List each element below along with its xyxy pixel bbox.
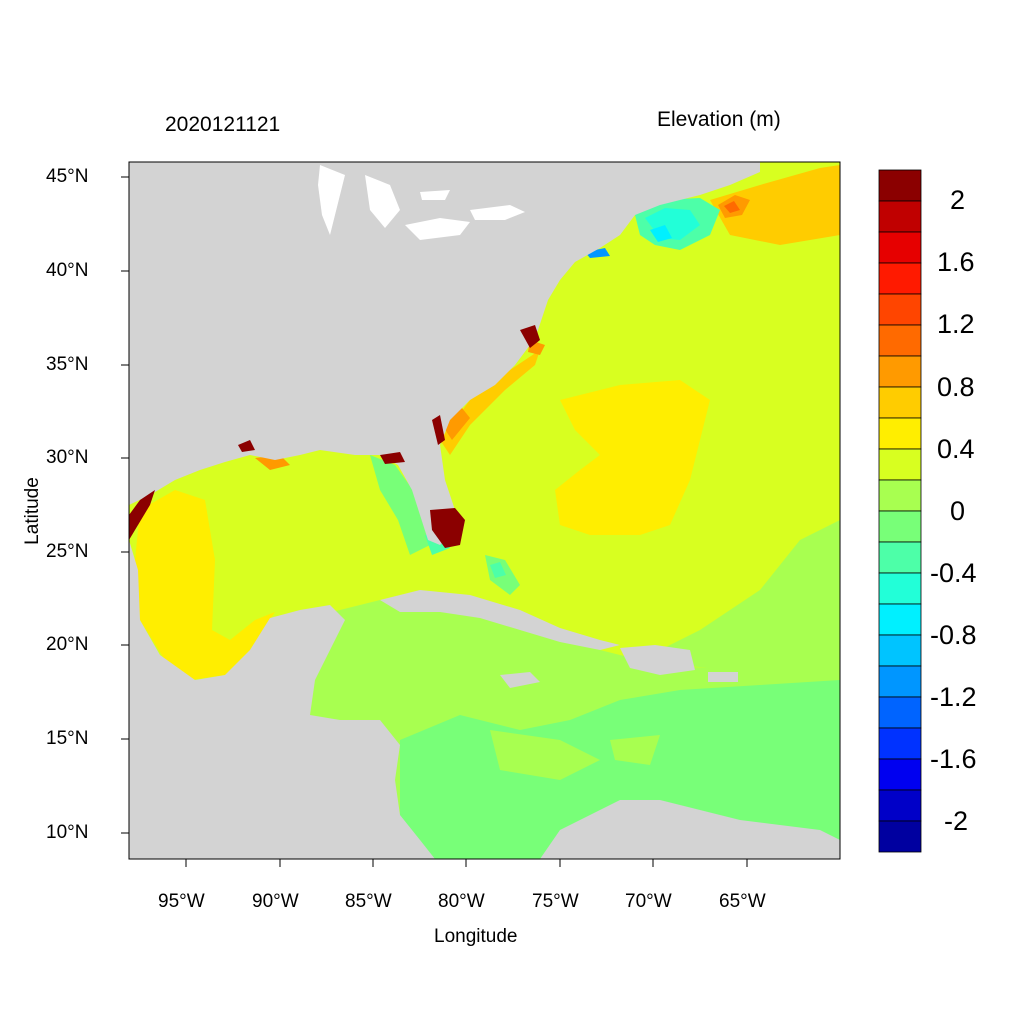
colorbar-swatch xyxy=(878,479,922,512)
colorbar-label-1-2: 1.2 xyxy=(937,309,975,339)
colorbar xyxy=(878,169,922,853)
lon-tick-95w: 95°W xyxy=(158,891,205,912)
great-lakes xyxy=(318,165,525,240)
colorbar-swatch xyxy=(878,696,922,729)
x-axis-label: Longitude xyxy=(434,926,518,947)
lat-tick-35n: 35°N xyxy=(46,354,89,375)
gulf-west-yellow xyxy=(133,490,275,680)
lat-tick-45n: 45°N xyxy=(46,166,89,187)
lat-tick-20n: 20°N xyxy=(46,634,89,655)
land-masses xyxy=(129,162,840,859)
carolina-coast-warm xyxy=(440,350,540,455)
colorbar-swatch xyxy=(878,355,922,388)
lon-tick-65w: 65°W xyxy=(719,891,766,912)
colorbar-swatch xyxy=(878,200,922,233)
map-frame xyxy=(128,161,841,860)
colorbar-swatch xyxy=(878,386,922,419)
colorbar-swatch xyxy=(878,665,922,698)
lon-tick-75w: 75°W xyxy=(532,891,579,912)
lat-tick-15n: 15°N xyxy=(46,728,89,749)
colorbar-label-neg-0-8: -0.8 xyxy=(930,620,977,650)
colorbar-swatch xyxy=(878,572,922,605)
lat-tick-25n: 25°N xyxy=(46,541,89,562)
colorbar-swatch xyxy=(878,293,922,326)
colorbar-label-2: 2 xyxy=(950,185,966,215)
colorbar-swatch xyxy=(878,510,922,543)
lon-tick-70w: 70°W xyxy=(625,891,672,912)
east-atlantic-region xyxy=(640,520,840,672)
colorbar-swatch xyxy=(878,603,922,636)
colorbar-label-0: 0 xyxy=(950,496,966,526)
lat-tick-40n: 40°N xyxy=(46,260,89,281)
colorbar-swatch xyxy=(878,262,922,295)
coastal-flood xyxy=(129,325,540,548)
colorbar-swatch xyxy=(878,727,922,760)
atlantic-yellow xyxy=(555,380,710,535)
colorbar-label-0-4: 0.4 xyxy=(937,434,975,464)
colorbar-swatch xyxy=(878,820,922,853)
colorbar-swatch xyxy=(878,231,922,264)
colorbar-label-0-8: 0.8 xyxy=(937,372,975,402)
variable-title: Elevation (m) xyxy=(657,108,781,131)
lon-tick-90w: 90°W xyxy=(252,891,299,912)
colorbar-label-neg-1-6: -1.6 xyxy=(930,744,977,774)
lat-tick-10n: 10°N xyxy=(46,822,89,843)
date-title: 2020121121 xyxy=(165,113,281,136)
colorbar-swatch xyxy=(878,324,922,357)
colorbar-swatch xyxy=(878,634,922,667)
colorbar-swatch xyxy=(878,448,922,481)
colorbar-swatch xyxy=(878,169,922,202)
colorbar-label-neg-1-2: -1.2 xyxy=(930,682,977,712)
colorbar-swatch xyxy=(878,758,922,791)
colorbar-label-neg-2: -2 xyxy=(944,806,969,836)
colorbar-swatch xyxy=(878,541,922,574)
south-caribbean-region xyxy=(400,680,840,859)
colorbar-label-1-6: 1.6 xyxy=(937,247,975,277)
colorbar-swatch xyxy=(878,789,922,822)
y-axis-label: Latitude xyxy=(22,477,43,545)
colorbar-label-neg-0-4: -0.4 xyxy=(930,558,977,588)
lon-tick-85w: 85°W xyxy=(345,891,392,912)
colorbar-swatch xyxy=(878,417,922,450)
tick-marks xyxy=(121,176,748,867)
lat-tick-30n: 30°N xyxy=(46,447,89,468)
lon-tick-80w: 80°W xyxy=(438,891,485,912)
